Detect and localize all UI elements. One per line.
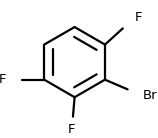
Text: Br: Br [143,89,157,102]
Text: F: F [135,11,142,24]
Text: F: F [68,123,76,136]
Text: F: F [0,73,6,86]
